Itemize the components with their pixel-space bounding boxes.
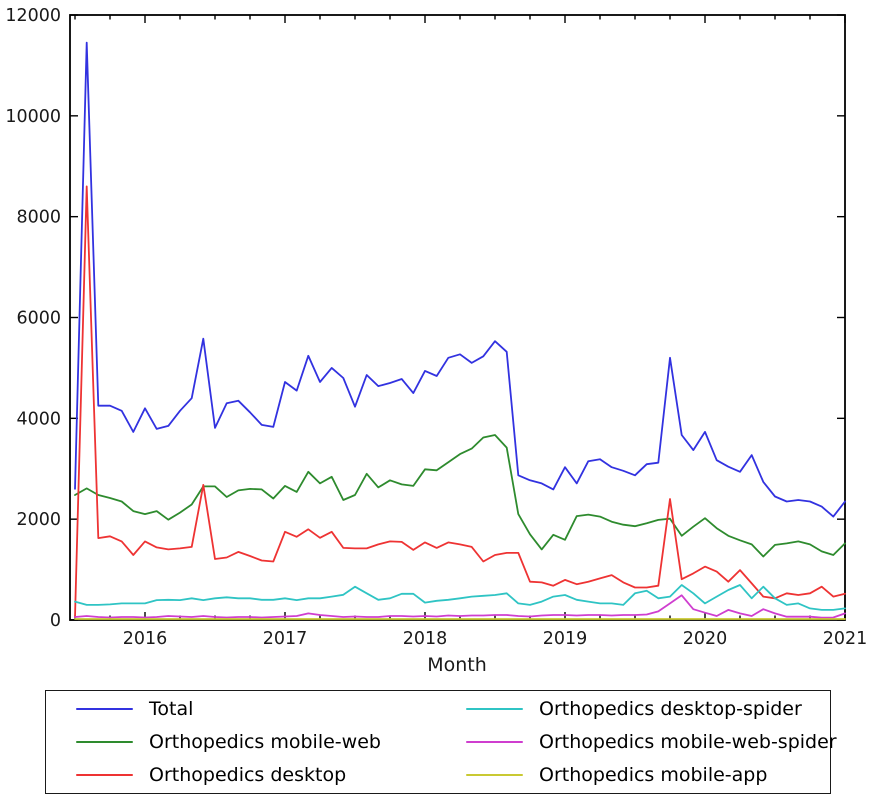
legend-column-left: Total Orthopedics mobile-web Orthopedics d… — [46, 698, 466, 787]
axis-tick-labels: 2016 2017 2018 2019 2020 2021 0 2000 4000 6000 800… — [5, 6, 867, 649]
series-line-orthopedics-mobile-web — [74, 434, 846, 558]
y-tick-label: 0 — [50, 611, 61, 631]
legend-label: Orthopedics desktop — [149, 764, 347, 786]
y-tick-label: 10000 — [5, 107, 61, 127]
legend-line-swatch — [76, 740, 133, 744]
series-line-orthopedics-mobile-web-spider — [74, 594, 846, 619]
y-tick-label: 6000 — [16, 309, 61, 329]
y-tick-label: 4000 — [16, 409, 61, 429]
series-line-orthopedics-desktop — [74, 185, 846, 618]
legend-line-swatch — [466, 773, 523, 777]
x-tick-label: 2018 — [403, 629, 448, 649]
data-series-lines — [74, 41, 846, 620]
legend-column-right: Orthopedics desktop-spider Orthopedics mo… — [466, 698, 837, 787]
y-tick-label: 12000 — [5, 6, 61, 26]
x-tick-label: 2017 — [263, 629, 308, 649]
legend-line-swatch — [76, 773, 133, 777]
legend-item: Total — [76, 698, 466, 721]
pageviews-line-chart: 2016 2017 2018 2019 2020 2021 0 2000 4000 6000 800… — [5, 6, 867, 676]
legend-item: Orthopedics mobile-web — [76, 731, 466, 754]
legend-line-swatch — [466, 740, 523, 744]
legend-item: Orthopedics mobile-web-spider — [466, 731, 837, 754]
x-tick-label: 2019 — [543, 629, 588, 649]
y-tick-label: 8000 — [16, 208, 61, 228]
x-tick-label: 2016 — [123, 629, 168, 649]
legend-item: Orthopedics desktop-spider — [466, 698, 826, 721]
legend-label: Orthopedics mobile-app — [539, 764, 768, 786]
plot-frame — [69, 14, 846, 621]
y-tick-label: 2000 — [16, 510, 61, 530]
legend-label: Orthopedics mobile-web — [149, 731, 381, 753]
legend-line-swatch — [466, 707, 523, 711]
legend-label: Orthopedics mobile-web-spider — [539, 731, 837, 753]
series-line-orthopedics-desktop-spider — [74, 584, 846, 611]
series-line-total — [74, 41, 846, 518]
legend-item: Orthopedics desktop — [76, 764, 466, 787]
x-axis-label: Month — [427, 654, 487, 676]
legend-label: Orthopedics desktop-spider — [539, 698, 802, 720]
x-tick-label: 2021 — [823, 629, 868, 649]
axis-ticks — [70, 14, 846, 621]
legend: Total Orthopedics mobile-web Orthopedics d… — [45, 690, 837, 794]
legend-line-swatch — [76, 707, 133, 711]
legend-item: Orthopedics mobile-app — [466, 764, 826, 787]
legend-label: Total — [149, 698, 194, 720]
x-tick-label: 2020 — [683, 629, 728, 649]
